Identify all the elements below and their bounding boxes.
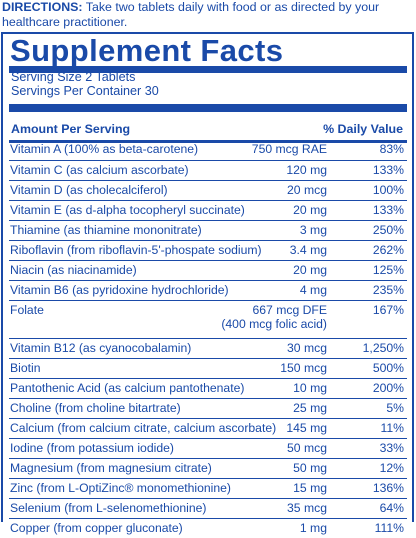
title-divider [9,66,407,73]
nutrient-amount: 750 mcg RAE [251,142,327,156]
table-row: Copper (from copper gluconate) 1 mg 111% [9,518,407,538]
table-row: Biotin 150 mcg 500% [9,358,407,378]
table-row: Vitamin E (as d-alpha tocopheryl succina… [9,200,407,220]
nutrient-daily-value: 133% [372,163,404,177]
nutrient-amount: 20 mg [293,203,327,217]
table-row: Pantothenic Acid (as calcium pantothenat… [9,378,407,398]
nutrient-amount: 10 mg [293,381,327,395]
nutrient-daily-value: 5% [386,401,404,415]
nutrient-name: Iodine (from potassium iodide) [10,441,174,455]
nutrient-amount: 145 mg [286,421,327,435]
table-header: Amount Per Serving % Daily Value [11,122,405,136]
nutrient-amount: 20 mcg [287,183,327,197]
nutrient-name: Zinc (from L-OptiZinc® monomethionine) [10,481,231,495]
nutrient-amount: 4 mg [299,283,327,297]
nutrient-name: Vitamin A (100% as beta-carotene) [10,142,199,156]
nutrient-amount: 1 mg [299,521,327,535]
table-row: Vitamin A (100% as beta-carotene) 750 mcg… [9,140,407,160]
nutrient-amount: 120 mg [286,163,327,177]
amount-per-serving-header: Amount Per Serving [11,122,131,136]
table-row: Zinc (from L-OptiZinc® monomethionine) 15… [9,478,407,498]
nutrient-name: Thiamine (as thiamine mononitrate) [10,223,202,237]
nutrient-name: Vitamin C (as calcium ascorbate) [10,163,189,177]
nutrient-name: Pantothenic Acid (as calcium pantothenat… [10,381,245,395]
table-row: Niacin (as niacinamide) 20 mg 125% [9,260,407,280]
nutrient-name: Riboflavin (from riboflavin-5'-phospate … [10,243,262,257]
daily-value-header: % Daily Value [323,122,403,136]
nutrient-name: Magnesium (from magnesium citrate) [10,461,212,475]
nutrient-daily-value: 111% [374,521,404,535]
nutrient-daily-value: 83% [379,142,404,156]
table-row: Calcium (from calcium citrate, calcium a… [9,418,407,438]
nutrient-amount: 20 mg [293,263,327,277]
nutrient-daily-value: 136% [372,481,404,495]
nutrient-amount: 50 mg [293,461,327,475]
nutrient-name: Niacin (as niacinamide) [10,263,137,277]
nutrient-amount: 667 mcg DFE [252,303,327,317]
nutrient-daily-value: 12% [379,461,404,475]
nutrient-daily-value: 250% [372,223,404,237]
serving-info: Serving Size 2 Tablets Servings Per Cont… [11,70,159,98]
nutrient-amount: 15 mg [293,481,327,495]
nutrient-amount: 35 mcg [287,501,327,515]
serving-divider [9,104,407,112]
table-row: Thiamine (as thiamine mononitrate) 3 mg 25… [9,220,407,240]
nutrient-name: Vitamin B6 (as pyridoxine hydrochloride) [10,283,229,297]
nutrient-name: Vitamin E (as d-alpha tocopheryl succina… [10,203,245,217]
nutrient-amount: 150 mcg [280,361,327,375]
nutrient-name: Vitamin B12 (as cyanocobalamin) [10,341,192,355]
servings-per-container: Servings Per Container 30 [11,84,159,98]
header-divider [9,140,407,143]
nutrient-name: Biotin [10,361,41,375]
nutrient-daily-value: 11% [380,421,405,435]
nutrient-daily-value: 262% [372,243,404,257]
nutrient-daily-value: 100% [372,183,404,197]
nutrient-daily-value: 1,250% [362,341,404,355]
table-row: Choline (from choline bitartrate) 25 mg 5% [9,398,407,418]
table-row: Vitamin B12 (as cyanocobalamin) 30 mcg 1,2… [9,338,407,358]
supplement-facts-panel [1,32,414,522]
nutrient-amount-secondary: (400 mcg folic acid) [221,317,327,331]
nutrient-name: Copper (from copper gluconate) [10,521,183,535]
nutrient-daily-value: 133% [372,203,404,217]
directions-label: DIRECTIONS: [2,0,83,14]
table-row: Selenium (from L-selenomethionine) 35 mcg… [9,498,407,518]
table-row: Vitamin D (as cholecalciferol) 20 mcg 100% [9,180,407,200]
table-row: Riboflavin (from riboflavin-5'-phospate … [9,240,407,260]
table-row: Magnesium (from magnesium citrate) 50 mg 1… [9,458,407,478]
panel-title: Supplement Facts [10,33,284,68]
nutrient-name: Folate [10,303,44,317]
table-row: Vitamin B6 (as pyridoxine hydrochloride)… [9,280,407,300]
nutrient-daily-value: 200% [372,381,404,395]
nutrient-amount: 25 mg [293,401,327,415]
nutrient-name: Choline (from choline bitartrate) [10,401,181,415]
nutrient-amount: 50 mcg [287,441,327,455]
nutrient-daily-value: 64% [379,501,404,515]
nutrient-daily-value: 33% [379,441,404,455]
table-row: Vitamin C (as calcium ascorbate) 120 mg 13… [9,160,407,180]
serving-size: Serving Size 2 Tablets [11,70,136,84]
nutrient-amount: 3.4 mg [289,243,327,257]
nutrient-amount: 3 mg [299,223,327,237]
nutrient-name: Calcium (from calcium citrate, calcium a… [10,421,277,435]
table-row: Iodine (from potassium iodide) 50 mcg 33% [9,438,407,458]
nutrient-daily-value: 125% [372,263,404,277]
directions-body: Take two tablets daily with food or as d… [2,0,380,29]
directions-text: DIRECTIONS: Take two tablets daily with … [2,0,414,30]
nutrient-daily-value: 235% [372,283,404,297]
nutrient-name: Vitamin D (as cholecalciferol) [10,183,168,197]
nutrient-name: Selenium (from L-selenomethionine) [10,501,207,515]
nutrient-daily-value: 500% [372,361,404,375]
table-row: Folate 667 mcg DFE (400 mcg folic acid) 167… [9,300,407,338]
nutrient-amount: 30 mcg [287,341,327,355]
nutrient-daily-value: 167% [372,303,404,317]
